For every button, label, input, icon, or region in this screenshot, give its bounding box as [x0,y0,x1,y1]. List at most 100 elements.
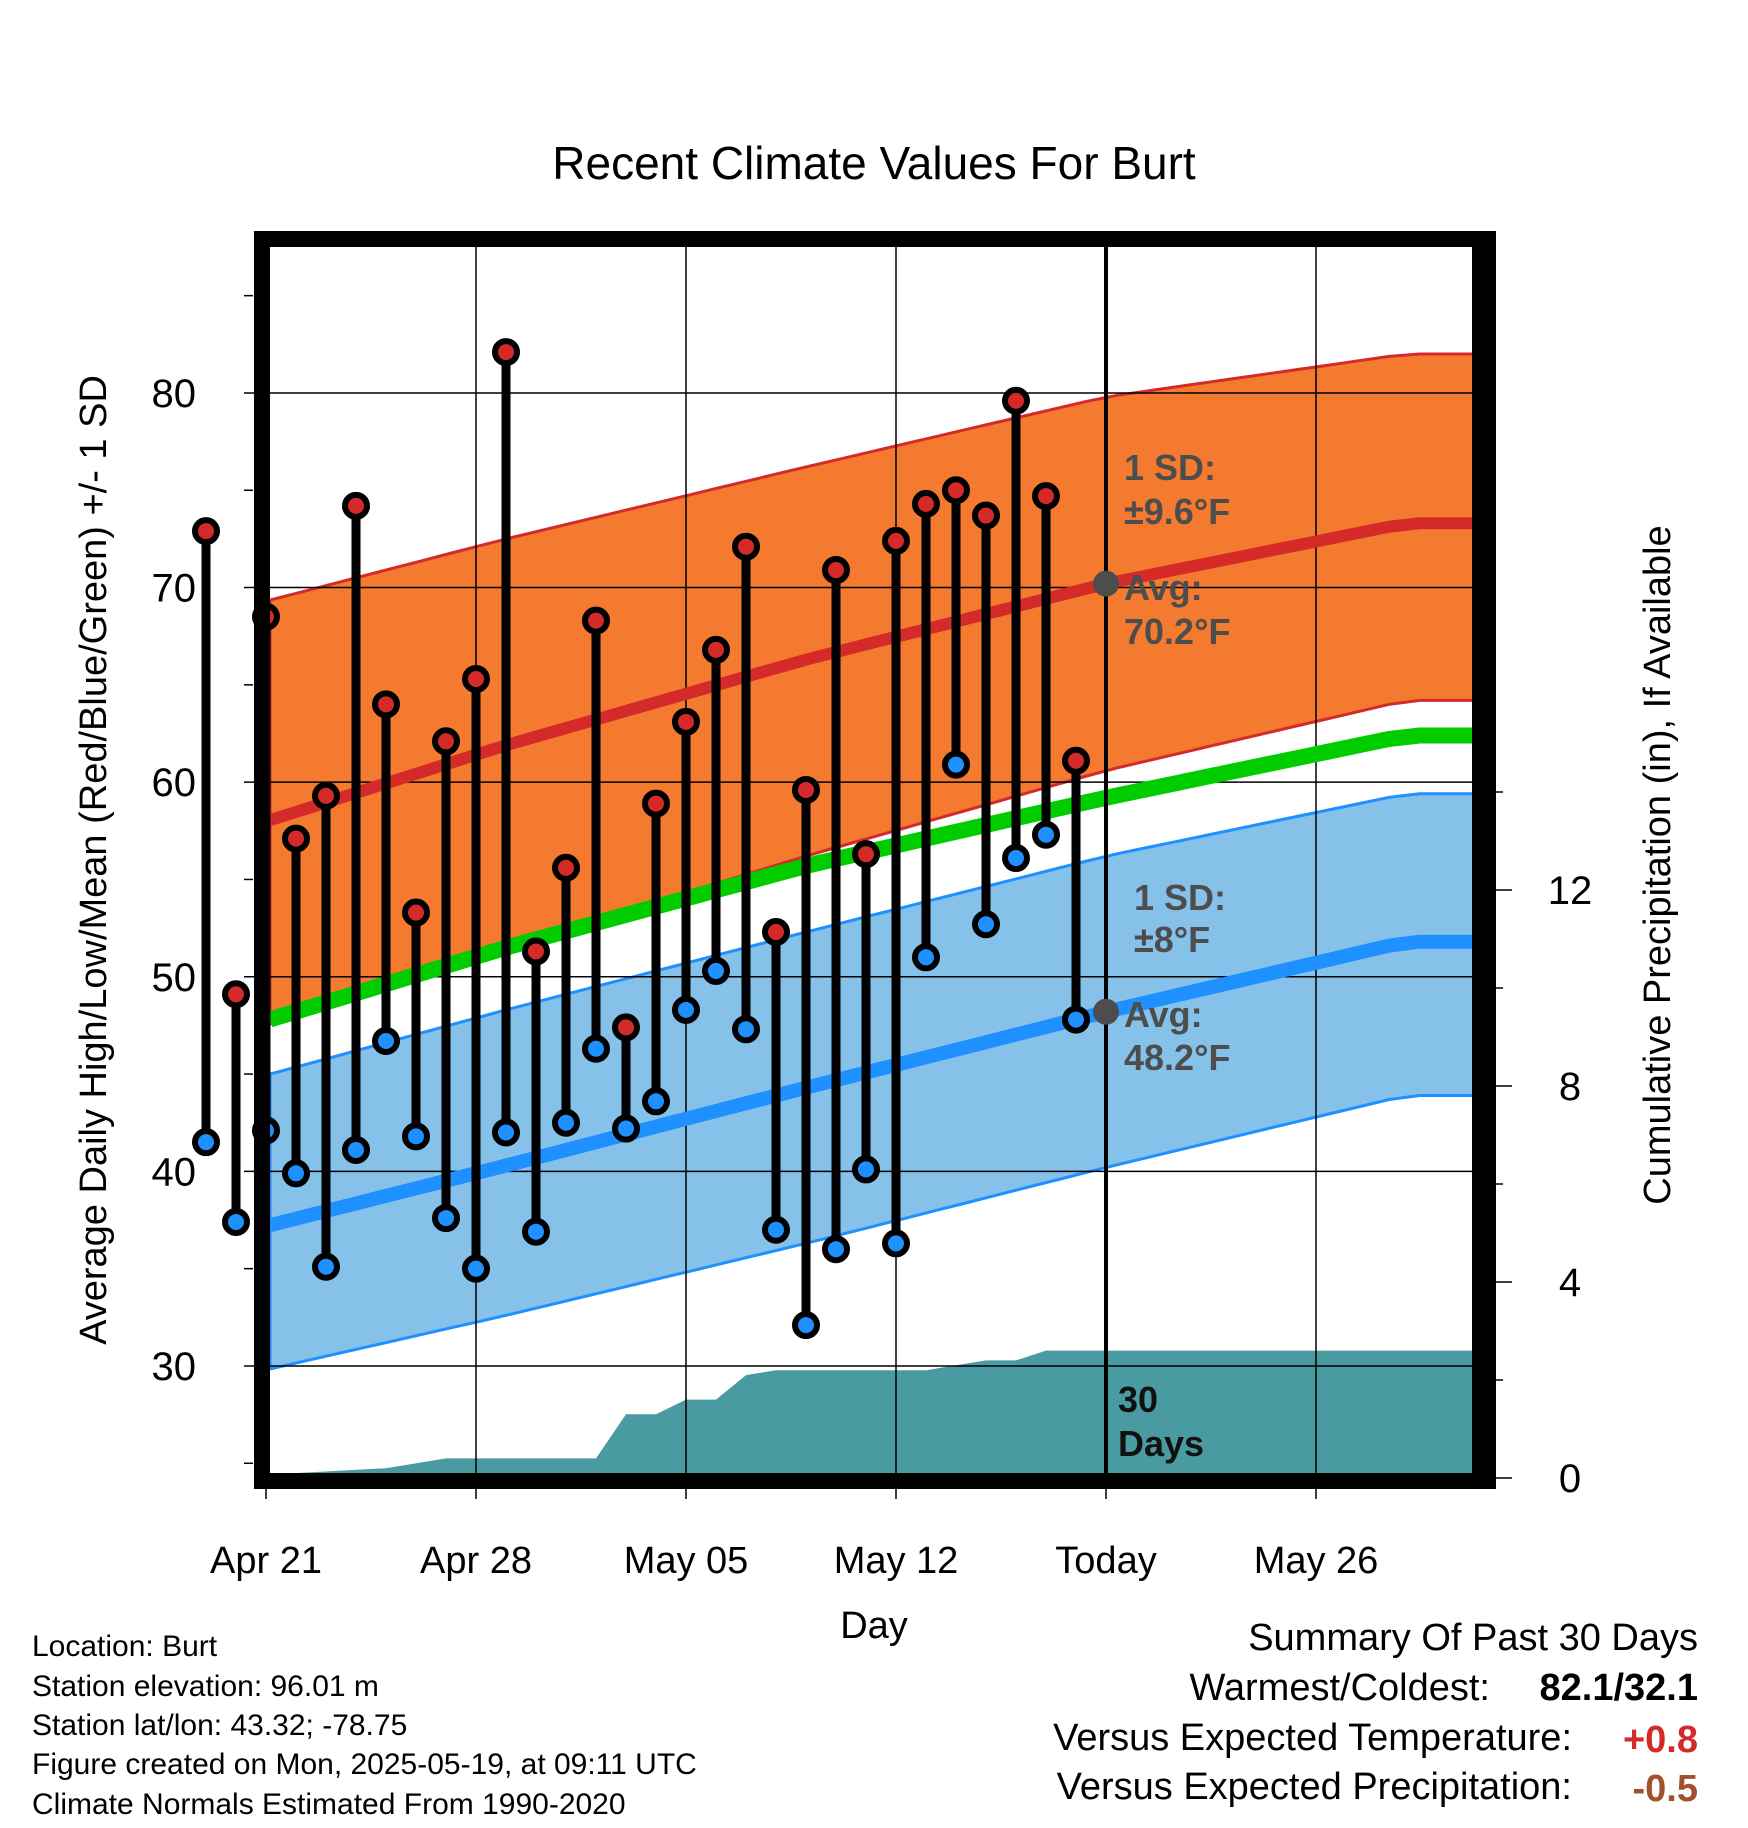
y2-tick-label-4: 4 [1559,1261,1581,1305]
daily-low-point [942,750,970,779]
y2-tick-label-12: 12 [1548,869,1593,913]
daily-high-point [882,526,910,555]
daily-high-point [552,853,580,882]
daily-low-point [912,943,940,972]
chart-title: Recent Climate Values For Burt [552,137,1196,189]
daily-high-point [642,789,670,818]
annotation-high_avg-0: Avg: [1124,567,1203,608]
daily-low-point [342,1135,370,1164]
daily-low-point [372,1026,400,1055]
y-tick-label-40: 40 [152,1150,197,1194]
daily-low-point [1032,820,1060,849]
x-tick-label-3: May 12 [834,1540,959,1582]
daily-low-point [312,1252,340,1281]
daily-low-point [792,1311,820,1340]
daily-high-point [1062,746,1090,775]
precip-vs-expected-value: -0.5 [1632,1768,1698,1810]
daily-low-point [702,956,730,985]
daily-low-point [282,1159,310,1188]
daily-high-point [942,476,970,505]
daily-low-point [762,1215,790,1244]
annotation-low_sd-0: 1 SD: [1134,877,1226,918]
precipitation-area [270,1350,1480,1473]
daily-low-point [432,1204,460,1233]
daily-high-point [762,918,790,947]
latlon-label: Station lat/lon: 43.32; -78.75 [32,1709,408,1742]
daily-low-point [462,1254,490,1283]
daily-low-point [552,1108,580,1137]
daily-high-point [1002,386,1030,415]
summary-heading: Summary Of Past 30 Days [1248,1617,1698,1659]
daily-low-point [732,1015,760,1044]
today-days-label-0: 30 [1118,1379,1158,1420]
temp-vs-expected-label: Versus Expected Temperature: [1053,1717,1572,1759]
daily-high-point [222,980,250,1009]
x-tick-label-0: Apr 21 [210,1540,322,1582]
daily-low-point [192,1128,220,1157]
y2-tick-label-0: 0 [1559,1457,1581,1501]
daily-high-point [312,781,340,810]
temp-vs-expected-value: +0.8 [1622,1719,1698,1761]
daily-high-point [1032,482,1060,511]
daily-low-point [582,1034,610,1063]
y-axis-label: Average Daily High/Low/Mean (Red/Blue/Gr… [73,375,115,1345]
annotation-low_sd-1: ±8°F [1134,919,1210,960]
daily-low-point [222,1207,250,1236]
x-tick-label-1: Apr 28 [420,1540,532,1582]
location-label: Location: Burt [32,1630,218,1663]
daily-low-point [402,1122,430,1151]
x-tick-label-5: May 26 [1254,1540,1379,1582]
today-days-label-1: Days [1118,1423,1204,1464]
x-axis-label: Day [840,1605,908,1647]
daily-high-point [342,491,370,520]
annotation-low_avg-1: 48.2°F [1124,1037,1230,1078]
daily-high-point [192,517,220,546]
annotation-high_sd-0: 1 SD: [1124,447,1216,488]
y-tick-label-60: 60 [152,761,197,805]
daily-high-point [372,690,400,719]
y-tick-label-30: 30 [152,1345,197,1389]
daily-high-point [912,489,940,518]
y-tick-label-80: 80 [152,372,197,416]
daily-high-point [732,532,760,561]
y-tick-label-50: 50 [152,956,197,1000]
x-tick-label-4: Today [1055,1540,1156,1582]
daily-low-point [822,1235,850,1264]
daily-low-point [852,1155,880,1184]
y2-tick-label-8: 8 [1559,1065,1581,1109]
annotation-high_avg-1: 70.2°F [1124,611,1230,652]
daily-low-point [642,1087,670,1116]
annotation-high_sd-1: ±9.6°F [1124,491,1230,532]
elevation-label: Station elevation: 96.01 m [32,1670,379,1703]
y2-axis-label: Cumulative Precipitation (in), If Availa… [1637,525,1679,1204]
warm-cold-value: 82.1/32.1 [1539,1667,1698,1709]
precip-vs-expected-label: Versus Expected Precipitation: [1056,1766,1572,1808]
low-avg-marker [1093,998,1119,1025]
created-label: Figure created on Mon, 2025-05-19, at 09… [32,1748,697,1781]
daily-low-point [882,1229,910,1258]
daily-low-point [492,1118,520,1147]
daily-high-point [612,1013,640,1042]
annotation-low_avg-0: Avg: [1124,994,1203,1035]
daily-low-point [972,910,1000,939]
daily-low-point [1002,844,1030,873]
daily-high-point [282,824,310,853]
daily-high-point [672,707,700,736]
daily-high-point [492,338,520,367]
x-tick-label-2: May 05 [624,1540,749,1582]
high-avg-marker [1093,570,1119,597]
y-tick-label-70: 70 [152,567,197,611]
daily-high-point [972,501,1000,530]
normals-label: Climate Normals Estimated From 1990-2020 [32,1788,626,1821]
daily-high-point [402,898,430,927]
daily-low-point [612,1114,640,1143]
daily-high-point [822,556,850,585]
warm-cold-label: Warmest/Coldest: [1189,1667,1490,1709]
daily-high-point [432,727,460,756]
daily-high-point [702,635,730,664]
daily-high-point [582,606,610,635]
daily-high-point [852,840,880,869]
daily-low-point [672,995,700,1024]
daily-high-point [462,665,490,694]
daily-high-point [792,775,820,804]
